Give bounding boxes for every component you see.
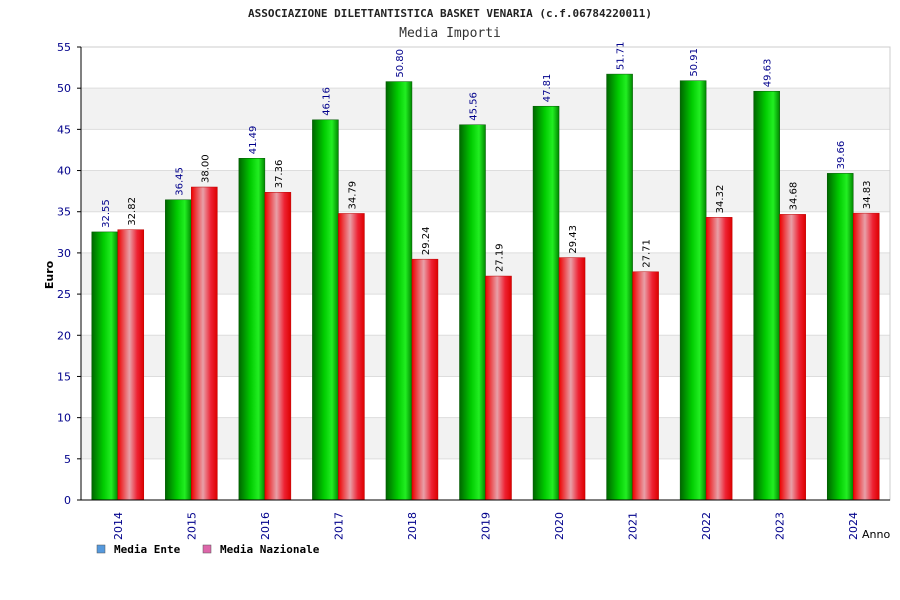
- bars: [91, 73, 880, 501]
- y-axis-label: Euro: [43, 260, 56, 289]
- x-tick-label-2017: 2017: [332, 512, 345, 540]
- data-label-media-ente-2023: 49.63: [763, 59, 774, 88]
- x-tick-label-2015: 2015: [185, 512, 198, 540]
- data-label-media-nazionale-2018: 29.24: [421, 227, 432, 256]
- data-label-media-nazionale-2015: 38.00: [200, 154, 211, 183]
- y-tick-label-55: 55: [57, 41, 71, 54]
- y-tick-label-20: 20: [57, 329, 71, 342]
- y-tick-label-0: 0: [64, 494, 71, 507]
- x-tick-labels: 2014 2015 2016 2017 2018 2019 2020 2021 2022 2023…: [112, 512, 860, 540]
- chart-subtitle: Media Importi: [399, 26, 501, 41]
- axes: [77, 46, 891, 501]
- y-tick-label-40: 40: [57, 165, 71, 178]
- data-label-media-ente-2019: 45.56: [469, 92, 480, 121]
- x-tick-label-2020: 2020: [553, 512, 566, 540]
- data-label-media-ente-2024: 39.66: [836, 141, 847, 170]
- data-label-media-nazionale-2016: 37.36: [274, 160, 285, 189]
- bar-media-nazionale-2018: [411, 258, 439, 501]
- data-label-media-nazionale-2019: 27.19: [495, 243, 506, 272]
- legend-label-media-ente: Media Ente: [114, 543, 181, 556]
- data-label-media-ente-2016: 41.49: [248, 126, 259, 155]
- x-tick-label-2024: 2024: [847, 512, 860, 540]
- data-label-media-ente-2014: 32.55: [101, 199, 112, 228]
- legend-swatch-media-ente: [96, 544, 106, 554]
- x-tick-label-2018: 2018: [406, 512, 419, 540]
- y-tick-label-45: 45: [57, 123, 71, 136]
- bar-media-nazionale-2021: [632, 271, 659, 501]
- x-tick-label-2023: 2023: [774, 512, 787, 540]
- x-axis-label: Anno: [862, 528, 890, 541]
- data-label-media-ente-2020: 47.81: [542, 74, 553, 103]
- bar-media-ente-2019: [459, 124, 486, 501]
- x-tick-label-2021: 2021: [627, 512, 640, 540]
- bar-media-ente-2017: [312, 119, 339, 501]
- y-tick-label-35: 35: [57, 206, 71, 219]
- bar-media-nazionale-2023: [779, 214, 806, 501]
- bar-media-ente-2016: [238, 158, 266, 501]
- data-label-media-ente-2022: 50.91: [689, 48, 700, 77]
- bar-media-nazionale-2017: [338, 213, 365, 501]
- bar-media-nazionale-2014: [117, 229, 145, 501]
- y-tick-label-10: 10: [57, 412, 71, 425]
- data-label-media-ente-2018: 50.80: [395, 49, 406, 78]
- chart-title: ASSOCIAZIONE DILETTANTISTICA BASKET VENA…: [248, 7, 652, 20]
- x-tick-label-2016: 2016: [259, 512, 272, 540]
- data-label-media-nazionale-2022: 34.32: [715, 185, 726, 214]
- bar-media-ente-2020: [532, 105, 560, 501]
- data-label-media-ente-2021: 51.71: [616, 41, 627, 70]
- data-label-media-nazionale-2021: 27.71: [642, 239, 653, 268]
- grid-band: [81, 47, 890, 89]
- data-label-media-nazionale-2024: 34.83: [862, 180, 873, 209]
- data-label-media-nazionale-2014: 32.82: [127, 197, 138, 226]
- bar-media-nazionale-2022: [705, 217, 733, 501]
- legend-label-media-nazionale: Media Nazionale: [220, 543, 320, 556]
- bar-media-ente-2014: [91, 231, 119, 501]
- x-tick-label-2022: 2022: [700, 512, 713, 540]
- x-tick-label-2019: 2019: [480, 512, 493, 540]
- y-tick-labels: 0 5 10 15 20 25 30 35 40 45 50 55: [57, 41, 71, 507]
- bar-media-ente-2021: [606, 73, 633, 501]
- bar-media-ente-2018: [385, 81, 413, 501]
- data-label-media-nazionale-2023: 34.68: [789, 182, 800, 211]
- x-tick-label-2014: 2014: [112, 512, 125, 540]
- data-label-media-nazionale-2020: 29.43: [568, 225, 579, 254]
- y-tick-label-50: 50: [57, 82, 71, 95]
- bar-media-nazionale-2024: [852, 212, 880, 501]
- legend: Media Ente Media Nazionale: [96, 543, 320, 556]
- bar-media-nazionale-2016: [264, 192, 292, 501]
- y-tick-label-25: 25: [57, 288, 71, 301]
- bar-labels: 32.55 32.82 36.45 38.00 41.49 37.36 46.16 34.79…: [101, 41, 873, 272]
- data-label-media-ente-2017: 46.16: [321, 87, 332, 116]
- y-tick-label-15: 15: [57, 370, 71, 383]
- bar-media-nazionale-2019: [485, 275, 512, 501]
- bar-media-ente-2015: [165, 199, 192, 501]
- data-label-media-ente-2015: 36.45: [174, 167, 185, 196]
- y-tick-label-30: 30: [57, 247, 71, 260]
- legend-swatch-media-nazionale: [202, 544, 212, 554]
- data-label-media-nazionale-2017: 34.79: [347, 181, 358, 210]
- bar-media-ente-2022: [679, 80, 707, 501]
- bar-media-ente-2023: [753, 90, 780, 501]
- bar-media-nazionale-2015: [191, 186, 218, 501]
- bar-media-ente-2024: [826, 173, 854, 501]
- bar-media-nazionale-2020: [558, 257, 586, 501]
- y-tick-label-5: 5: [64, 453, 71, 466]
